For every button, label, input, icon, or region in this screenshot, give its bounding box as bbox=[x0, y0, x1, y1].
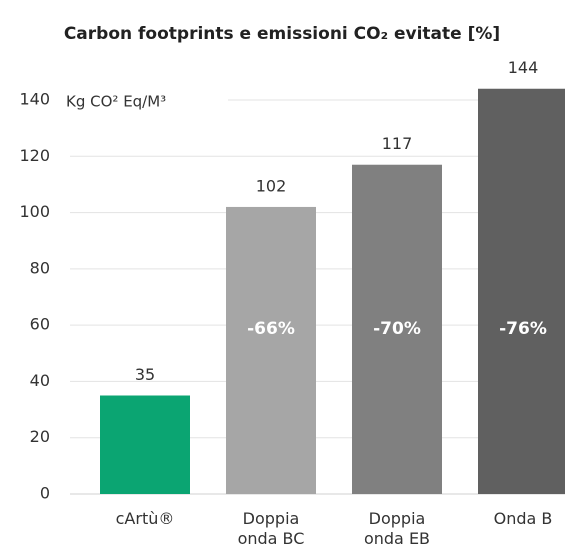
y-axis-label: Kg CO² Eq/M³ bbox=[66, 93, 166, 111]
y-tick-label: 60 bbox=[30, 315, 50, 334]
bar bbox=[478, 88, 565, 494]
x-tick-label: Doppia onda BC bbox=[237, 509, 305, 548]
bar bbox=[352, 164, 442, 494]
y-tick-label: 100 bbox=[19, 202, 50, 221]
value-label: 144 bbox=[508, 58, 539, 77]
value-label: 35 bbox=[135, 365, 155, 384]
bar-label: -66% bbox=[247, 319, 295, 339]
x-tick-label: cArtù® bbox=[115, 509, 175, 528]
y-tick-label: 80 bbox=[30, 258, 50, 277]
bar-label: -76% bbox=[499, 319, 547, 339]
x-tick-label: Doppia onda EB bbox=[363, 509, 431, 548]
bar-label: -70% bbox=[373, 319, 421, 339]
bar bbox=[100, 395, 190, 494]
value-label: 102 bbox=[256, 176, 287, 195]
x-tick-label: Onda B bbox=[493, 509, 553, 528]
chart-title: Carbon footprints e emissioni CO₂ evitat… bbox=[64, 24, 500, 44]
bar bbox=[226, 206, 316, 494]
value-label: 117 bbox=[382, 134, 413, 153]
y-tick-label: 120 bbox=[19, 146, 50, 165]
y-tick-label: 0 bbox=[40, 484, 50, 503]
y-tick-label: 20 bbox=[30, 427, 50, 446]
y-tick-label: 140 bbox=[19, 90, 50, 109]
y-tick-label: 40 bbox=[30, 371, 50, 390]
